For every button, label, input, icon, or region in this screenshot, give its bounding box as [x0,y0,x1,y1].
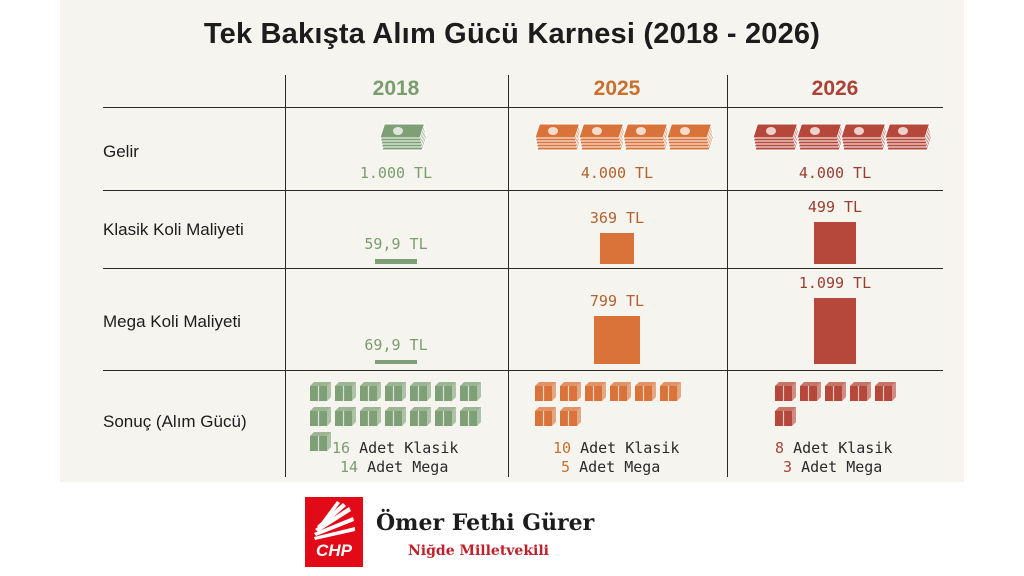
classic-cost-label-2026: 499 TL [807,198,863,216]
result-classic-count-2018: 16 [332,439,351,457]
signature-name: Ömer Fethi Gürer [376,510,595,536]
result-mega-2018: 14 Adet Mega [340,458,448,476]
result-mega-text-2025: Adet Mega [579,458,661,476]
grid-line [727,75,728,477]
result-classic-2018: 16 Adet Klasik [332,439,458,457]
mega-cost-label-2026: 1.099 TL [798,274,872,292]
chp-logo-text: CHP [316,541,352,560]
classic-cost-bar-2025 [600,232,634,264]
result-mega-2026: 3 Adet Mega [783,458,882,476]
grid-line [103,107,943,108]
chart-title: Tek Bakışta Alım Gücü Karnesi (2018 - 20… [203,18,821,50]
grid-line [103,370,943,371]
mega-cost-label-2025: 799 TL [589,292,645,311]
result-classic-count-2025: 10 [553,439,572,457]
classic-cost-label-2025: 369 TL [589,208,645,227]
mega-cost-bar-2026 [814,298,856,364]
result-mega-count-2018: 14 [340,458,359,476]
year-header-2026: 2026 [811,77,859,100]
signature-title: Niğde Milletvekili [408,543,549,559]
mega-cost-label-2018: 69,9 TL [364,335,428,354]
row-label-result: Sonuç (Alım Gücü) [103,412,247,431]
classic-cost-bar-2018 [375,258,417,264]
result-mega-text-2018: Adet Mega [367,458,449,476]
result-classic-2026: 8 Adet Klasik [775,439,892,457]
result-mega-count-2026: 3 [783,458,793,476]
row-label-income: Gelir [103,142,139,161]
result-mega-2025: 5 Adet Mega [561,458,660,476]
income-label-2018: 1.000 TL [359,164,433,182]
row-label-classic-cost: Klasik Koli Maliyeti [103,220,244,239]
row-label-mega-cost: Mega Koli Maliyeti [103,312,241,331]
year-header-2018: 2018 [372,77,420,100]
grid-line [508,75,509,477]
result-mega-count-2025: 5 [561,458,571,476]
chart-card [60,0,964,482]
grid-line [103,268,943,269]
grid-line [103,190,943,191]
income-label-2026: 4.000 TL [798,164,872,182]
classic-cost-label-2018: 59,9 TL [364,234,428,253]
classic-cost-bar-2026 [814,222,856,264]
result-classic-text-2018: Adet Klasik [359,439,459,457]
year-header-2025: 2025 [593,77,641,100]
chp-logo: CHP [305,497,363,567]
result-mega-text-2026: Adet Mega [801,458,883,476]
result-classic-count-2026: 8 [775,439,785,457]
mega-cost-bar-2025 [594,316,640,364]
grid-line [285,75,286,477]
result-classic-text-2026: Adet Klasik [793,439,893,457]
mega-cost-bar-2018 [375,359,417,364]
arrows-icon [314,501,355,540]
income-label-2025: 4.000 TL [580,164,654,182]
result-classic-2025: 10 Adet Klasik [553,439,679,457]
result-classic-text-2025: Adet Klasik [580,439,680,457]
